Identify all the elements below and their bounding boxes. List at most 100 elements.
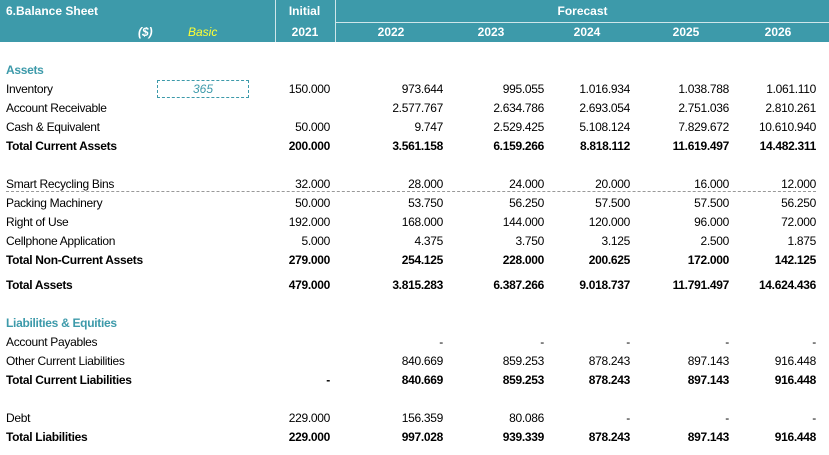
cell-2021[interactable]: 279.000 <box>288 253 331 267</box>
cell-2026[interactable]: - <box>812 411 816 425</box>
cell-2021[interactable]: - <box>326 373 330 387</box>
cell-2025[interactable]: 172.000 <box>687 253 730 267</box>
cell-2022[interactable]: 28.000 <box>408 177 443 191</box>
cell-2026[interactable]: 10.610.940 <box>758 120 816 134</box>
table-row: Total Assets 479.000 3.815.283 6.387.266 9.0… <box>0 276 829 295</box>
currency-label: ($) <box>138 25 153 39</box>
cell-2023[interactable]: 939.339 <box>502 430 545 444</box>
cell-2026[interactable]: - <box>812 335 816 349</box>
cell-2023[interactable]: 228.000 <box>502 253 545 267</box>
cell-2025[interactable]: 897.143 <box>687 430 730 444</box>
cell-2023[interactable]: 2.529.425 <box>493 120 544 134</box>
initial-label: Initial <box>288 4 321 18</box>
cell-2021[interactable]: 192.000 <box>288 215 331 229</box>
cell-2026[interactable]: 72.000 <box>781 215 816 229</box>
cell-2026[interactable]: 14.624.436 <box>758 278 816 292</box>
cell-2023[interactable]: 24.000 <box>509 177 544 191</box>
cell-2023[interactable]: 859.253 <box>502 354 545 368</box>
cell-2023[interactable]: 6.387.266 <box>493 278 544 292</box>
cell-2024[interactable]: 120.000 <box>588 215 631 229</box>
cell-2023[interactable]: 56.250 <box>509 196 544 210</box>
cell-2024[interactable]: 57.500 <box>595 196 630 210</box>
header-divider <box>275 0 276 42</box>
cell-2024[interactable]: - <box>626 411 630 425</box>
table-row: Debt 229.000 156.359 80.086 - - - <box>0 409 829 428</box>
cell-2021[interactable]: 229.000 <box>288 411 331 425</box>
cell-2025[interactable]: - <box>725 335 729 349</box>
cell-2025[interactable]: 96.000 <box>694 215 729 229</box>
cell-2023[interactable]: 859.253 <box>502 373 545 387</box>
cell-2022[interactable]: 997.028 <box>401 430 444 444</box>
cell-2025[interactable]: 897.143 <box>687 354 730 368</box>
cell-2024[interactable]: 8.818.112 <box>579 139 630 153</box>
cell-2021[interactable]: 50.000 <box>295 196 330 210</box>
cell-2025[interactable]: 7.829.672 <box>678 120 729 134</box>
cell-2022[interactable]: - <box>439 335 443 349</box>
cell-2021[interactable]: 150.000 <box>288 82 331 96</box>
cell-2023[interactable]: 2.634.786 <box>493 101 544 115</box>
cell-2025[interactable]: 2.500 <box>700 234 729 248</box>
cell-2023[interactable]: 144.000 <box>502 215 545 229</box>
cell-2023[interactable]: 995.055 <box>502 82 545 96</box>
cell-2024[interactable]: 3.125 <box>601 234 630 248</box>
cell-2022[interactable]: 53.750 <box>408 196 443 210</box>
inventory-days-input[interactable]: 365 <box>157 80 249 98</box>
cell-2025[interactable]: 1.038.788 <box>678 82 729 96</box>
cell-2026[interactable]: 142.125 <box>774 253 817 267</box>
cell-2021[interactable]: 32.000 <box>295 177 330 191</box>
cell-2025[interactable]: 16.000 <box>694 177 729 191</box>
cell-2024[interactable]: 2.693.054 <box>579 101 630 115</box>
cell-2021[interactable]: 479.000 <box>288 278 331 292</box>
cell-2022[interactable]: 156.359 <box>401 411 444 425</box>
cell-2023[interactable]: 6.159.266 <box>493 139 544 153</box>
cell-2026[interactable]: 1.061.110 <box>766 82 816 96</box>
cell-2022[interactable]: 3.561.158 <box>392 139 443 153</box>
cell-2022[interactable]: 4.375 <box>414 234 443 248</box>
table-row: Total Current Assets 200.000 3.561.158 6.15… <box>0 137 829 156</box>
cell-2024[interactable]: 878.243 <box>588 354 631 368</box>
cell-2021[interactable]: 200.000 <box>288 139 331 153</box>
cell-2024[interactable]: 1.016.934 <box>579 82 630 96</box>
cell-2024[interactable]: - <box>626 335 630 349</box>
cell-2022[interactable]: 168.000 <box>401 215 444 229</box>
cell-2021[interactable]: 229.000 <box>288 430 331 444</box>
cell-2025[interactable]: 11.619.497 <box>672 139 730 153</box>
cell-2026[interactable]: 1.875 <box>787 234 816 248</box>
cell-2026[interactable]: 14.482.311 <box>759 139 817 153</box>
cell-2025[interactable]: 57.500 <box>694 196 729 210</box>
cell-2022[interactable]: 254.125 <box>401 253 444 267</box>
scenario-selector[interactable]: Basic <box>188 25 218 39</box>
cell-2022[interactable]: 973.644 <box>401 82 444 96</box>
year-header-2021: 2021 <box>291 25 319 39</box>
cell-2026[interactable]: 916.448 <box>774 430 817 444</box>
table-row: Other Current Liabilities 840.669 859.253 8… <box>0 352 829 371</box>
cell-2025[interactable]: 2.751.036 <box>678 101 729 115</box>
cell-2024[interactable]: 878.243 <box>588 430 631 444</box>
cell-2024[interactable]: 200.625 <box>588 253 631 267</box>
cell-2024[interactable]: 878.243 <box>588 373 631 387</box>
table-row: Inventory 150.000 973.644 995.055 1.016.934 1… <box>0 80 829 99</box>
cell-2021[interactable]: 5.000 <box>301 234 330 248</box>
cell-2022[interactable]: 3.815.283 <box>392 278 443 292</box>
cell-2025[interactable]: 11.791.497 <box>672 278 730 292</box>
cell-2026[interactable]: 56.250 <box>781 196 816 210</box>
cell-2022[interactable]: 840.669 <box>401 354 444 368</box>
cell-2024[interactable]: 5.108.124 <box>579 120 630 134</box>
cell-2025[interactable]: - <box>725 411 729 425</box>
cell-2022[interactable]: 840.669 <box>401 373 444 387</box>
cell-2021[interactable]: 50.000 <box>295 120 330 134</box>
cell-2023[interactable]: - <box>540 335 544 349</box>
cell-2026[interactable]: 916.448 <box>774 354 817 368</box>
cell-2026[interactable]: 2.810.261 <box>765 101 816 115</box>
cell-2022[interactable]: 9.747 <box>414 120 443 134</box>
cell-2024[interactable]: 20.000 <box>595 177 630 191</box>
cell-2022[interactable]: 2.577.767 <box>392 101 443 115</box>
year-header-2023: 2023 <box>477 25 505 39</box>
cell-2026[interactable]: 12.000 <box>781 177 816 191</box>
cell-2023[interactable]: 80.086 <box>509 411 544 425</box>
cell-2025[interactable]: 897.143 <box>687 373 730 387</box>
year-header-2024: 2024 <box>573 25 601 39</box>
cell-2026[interactable]: 916.448 <box>774 373 817 387</box>
cell-2024[interactable]: 9.018.737 <box>579 278 630 292</box>
cell-2023[interactable]: 3.750 <box>515 234 544 248</box>
